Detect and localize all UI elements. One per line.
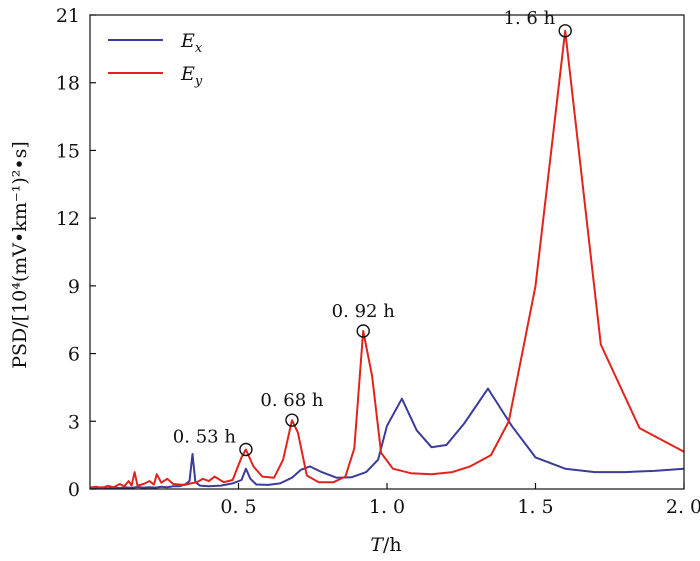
x-axis-title: T/h: [370, 534, 401, 556]
series-line-ey: [89, 29, 685, 489]
axis-ticks: [90, 14, 685, 490]
y-tick-label: 3: [68, 411, 80, 433]
y-tick-label: 9: [68, 276, 80, 298]
peak-annotation-label: 0. 53 h: [173, 427, 237, 448]
peak-marker: [356, 324, 370, 338]
peak-annotation-label: 0. 68 h: [260, 390, 324, 411]
peak-annotation-label: 0. 92 h: [332, 301, 396, 322]
legend-label-ex: Ex: [180, 30, 203, 56]
x-tick-label: 1. 5: [517, 496, 553, 518]
series-line-ex: [89, 387, 685, 490]
y-tick-label: 12: [56, 208, 80, 230]
y-tick-label: 21: [56, 5, 80, 27]
x-tick-label: 2. 0: [666, 496, 700, 518]
peak-marker: [558, 24, 572, 38]
y-axis-title: PSD/[10⁴(mV•km⁻¹)²•s]: [9, 141, 31, 369]
peak-annotation-label: 1. 6 h: [504, 8, 556, 29]
legend: Ex Ey: [108, 30, 203, 89]
peak-annotations: 0. 53 h 0. 68 h 0. 92 h 1. 6 h: [173, 8, 556, 448]
plot-lines: [89, 29, 685, 490]
peak-markers: [239, 24, 572, 457]
peak-marker: [285, 413, 299, 427]
y-tick-label: 18: [56, 73, 80, 95]
x-axis-title-var: T: [370, 534, 384, 556]
x-tick-label: 0. 5: [220, 496, 256, 518]
plot-frame: [89, 14, 685, 490]
legend-label-ey: Ey: [180, 63, 203, 89]
y-tick-label: 15: [56, 140, 80, 162]
y-tick-label: 6: [68, 344, 80, 366]
axis-tick-labels: 0. 5 1. 0 1. 5 2. 0 0 3 6 9 12 15 18 21: [56, 5, 700, 518]
peak-marker: [239, 442, 253, 457]
y-tick-label: 0: [68, 479, 80, 501]
x-tick-label: 1. 0: [369, 496, 405, 518]
x-axis-title-unit: /h: [383, 534, 402, 556]
